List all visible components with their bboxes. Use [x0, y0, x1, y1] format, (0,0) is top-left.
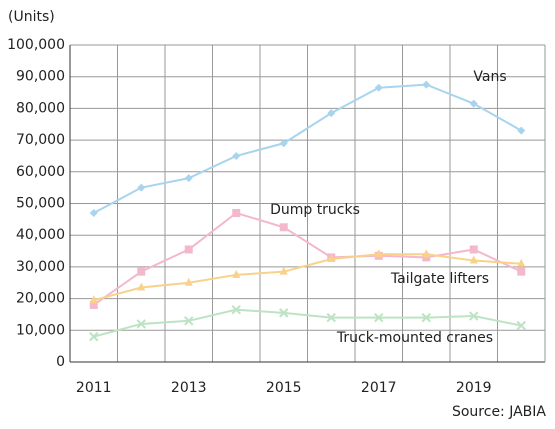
marker — [469, 255, 478, 264]
x-tick-label: 2011 — [76, 380, 112, 396]
y-axis-label: (Units) — [8, 9, 55, 25]
marker — [232, 269, 241, 278]
series-label: Dump trucks — [270, 202, 360, 218]
y-tick-label: 40,000 — [16, 227, 65, 243]
y-tick-label: 80,000 — [16, 100, 65, 116]
series-line — [93, 83, 522, 214]
series-line — [93, 253, 522, 302]
marker — [422, 80, 431, 89]
marker — [279, 139, 288, 148]
marker — [89, 209, 98, 218]
y-tick-label: 0 — [56, 354, 65, 370]
y-tick-label: 70,000 — [16, 132, 65, 148]
marker — [89, 300, 98, 309]
marker — [517, 126, 526, 135]
marker — [326, 312, 336, 323]
series-label: Truck-mounted cranes — [336, 330, 493, 346]
marker — [89, 295, 98, 304]
marker — [279, 266, 288, 275]
marker — [231, 304, 241, 315]
marker — [517, 267, 526, 276]
source: Source: JABIA — [452, 404, 546, 420]
marker — [279, 308, 289, 318]
y-tick-label: 10,000 — [16, 322, 65, 338]
marker — [279, 223, 288, 232]
marker — [517, 258, 526, 267]
marker — [184, 277, 193, 286]
marker — [374, 312, 384, 323]
x-tick-label: 2013 — [171, 380, 207, 396]
y-tick-label: 50,000 — [16, 196, 65, 212]
marker — [89, 331, 99, 342]
marker — [136, 319, 146, 329]
marker — [232, 209, 241, 218]
marker — [469, 311, 479, 321]
x-tick-label: 2017 — [361, 380, 397, 396]
marker — [184, 316, 194, 326]
series-line — [93, 308, 522, 338]
marker — [422, 253, 431, 262]
marker — [422, 249, 431, 258]
series-label: Vans — [473, 69, 506, 85]
marker — [137, 267, 146, 276]
x-tick-label: 2015 — [266, 380, 302, 396]
y-tick-label: 60,000 — [16, 164, 65, 180]
marker — [421, 312, 431, 323]
marker — [374, 83, 383, 92]
marker — [184, 245, 193, 254]
marker — [184, 174, 193, 183]
marker — [327, 253, 336, 262]
marker — [232, 151, 241, 160]
series-label: Tailgate lifters — [390, 271, 489, 287]
marker — [516, 320, 526, 331]
marker — [469, 245, 478, 254]
y-tick-label: 90,000 — [16, 69, 65, 85]
marker — [137, 282, 146, 291]
y-tick-label: 20,000 — [16, 291, 65, 307]
y-tick-label: 30,000 — [16, 259, 65, 275]
series-line — [93, 211, 522, 306]
y-tick-label: 100,000 — [7, 37, 65, 53]
marker — [327, 109, 336, 118]
marker — [374, 249, 383, 258]
marker — [469, 99, 478, 108]
x-tick-label: 2019 — [456, 380, 492, 396]
marker — [137, 183, 146, 192]
